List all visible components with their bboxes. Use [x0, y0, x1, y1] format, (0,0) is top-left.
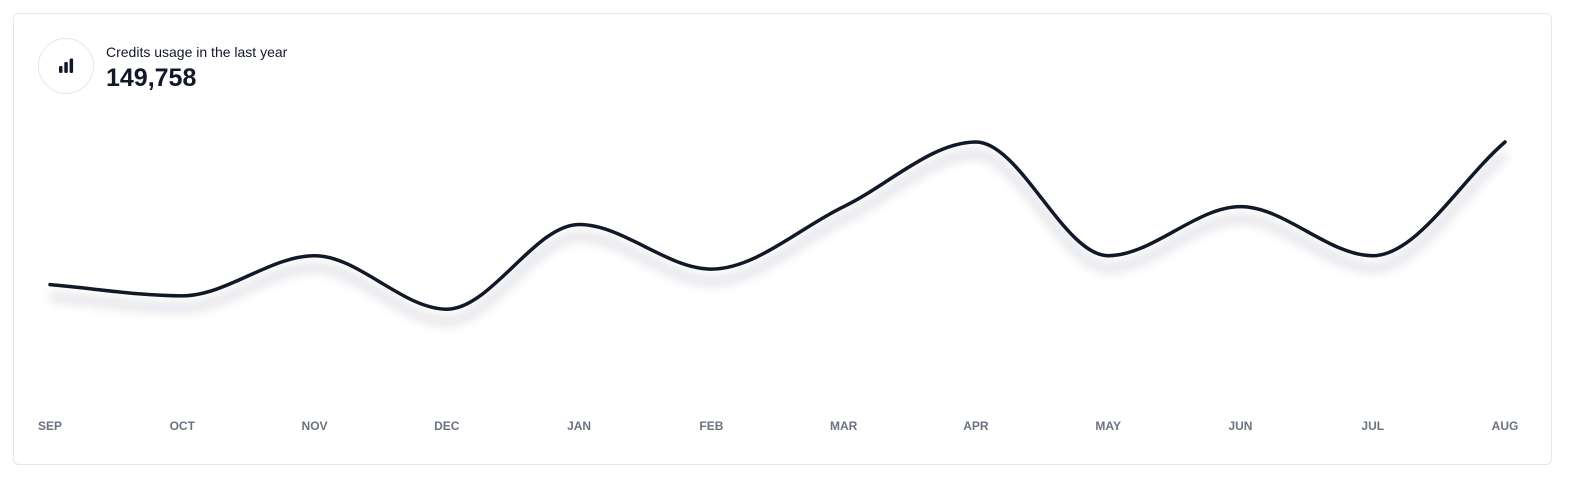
data-point-oct[interactable]	[176, 290, 188, 302]
x-tick-label: MAR	[830, 419, 858, 433]
x-tick-label: SEP	[38, 419, 62, 433]
x-tick-label: FEB	[699, 419, 723, 433]
data-point-mar[interactable]	[838, 201, 850, 213]
x-tick-label: JUN	[1228, 419, 1252, 433]
x-tick-label: AUG	[1492, 419, 1519, 433]
data-point-apr[interactable]	[970, 136, 982, 148]
x-tick-label: APR	[963, 419, 989, 433]
chart-title: Credits usage in the last year	[106, 44, 288, 60]
data-point-may[interactable]	[1102, 250, 1114, 262]
x-tick-label: NOV	[302, 419, 328, 433]
chart-icon-badge	[38, 38, 94, 94]
x-tick-label: OCT	[170, 419, 196, 433]
x-tick-label: JUL	[1361, 419, 1384, 433]
data-point-aug[interactable]	[1499, 136, 1511, 148]
series-line-shadow	[49, 148, 1509, 327]
x-tick-label: MAY	[1095, 419, 1121, 433]
title-block: Credits usage in the last year 149,758	[106, 44, 287, 92]
data-point-feb[interactable]	[705, 263, 717, 275]
data-point-sep[interactable]	[44, 279, 56, 291]
bar-chart-icon	[59, 58, 74, 73]
data-point-jul[interactable]	[1367, 250, 1379, 262]
series-line	[48, 140, 1507, 311]
x-tick-label: DEC	[434, 419, 460, 433]
x-tick-label: JAN	[567, 419, 591, 433]
data-point-dec[interactable]	[441, 303, 453, 315]
total-credits: 149,758	[106, 64, 197, 92]
data-point-nov[interactable]	[309, 250, 321, 262]
data-point-jan[interactable]	[573, 218, 585, 230]
data-point-jun[interactable]	[1234, 201, 1246, 213]
